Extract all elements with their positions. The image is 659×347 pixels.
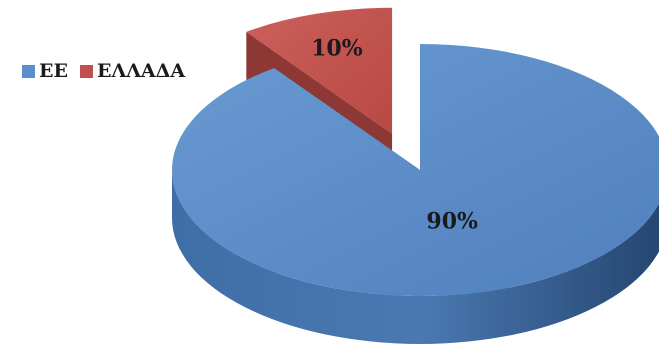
pie-slice-ellada-top (246, 7, 393, 134)
legend-item-ellada: ΕΛΛΑΔΑ (79, 60, 186, 82)
pie-slice-ee (172, 44, 659, 344)
legend-label-ellada: ΕΛΛΑΔΑ (96, 60, 186, 82)
legend-item-ee: ΕΕ (22, 60, 68, 82)
data-label-ellada: 10% (311, 35, 363, 61)
data-label-ee: 90% (426, 208, 478, 234)
legend-swatch-ee (22, 64, 35, 78)
chart-legend: ΕΕ ΕΛΛΑΔΑ (22, 60, 197, 82)
pie-slice-ee-top (172, 44, 659, 296)
legend-label-ee: ΕΕ (39, 60, 68, 82)
legend-swatch-ellada (79, 64, 93, 78)
pie-slice-ee-side (172, 170, 659, 344)
